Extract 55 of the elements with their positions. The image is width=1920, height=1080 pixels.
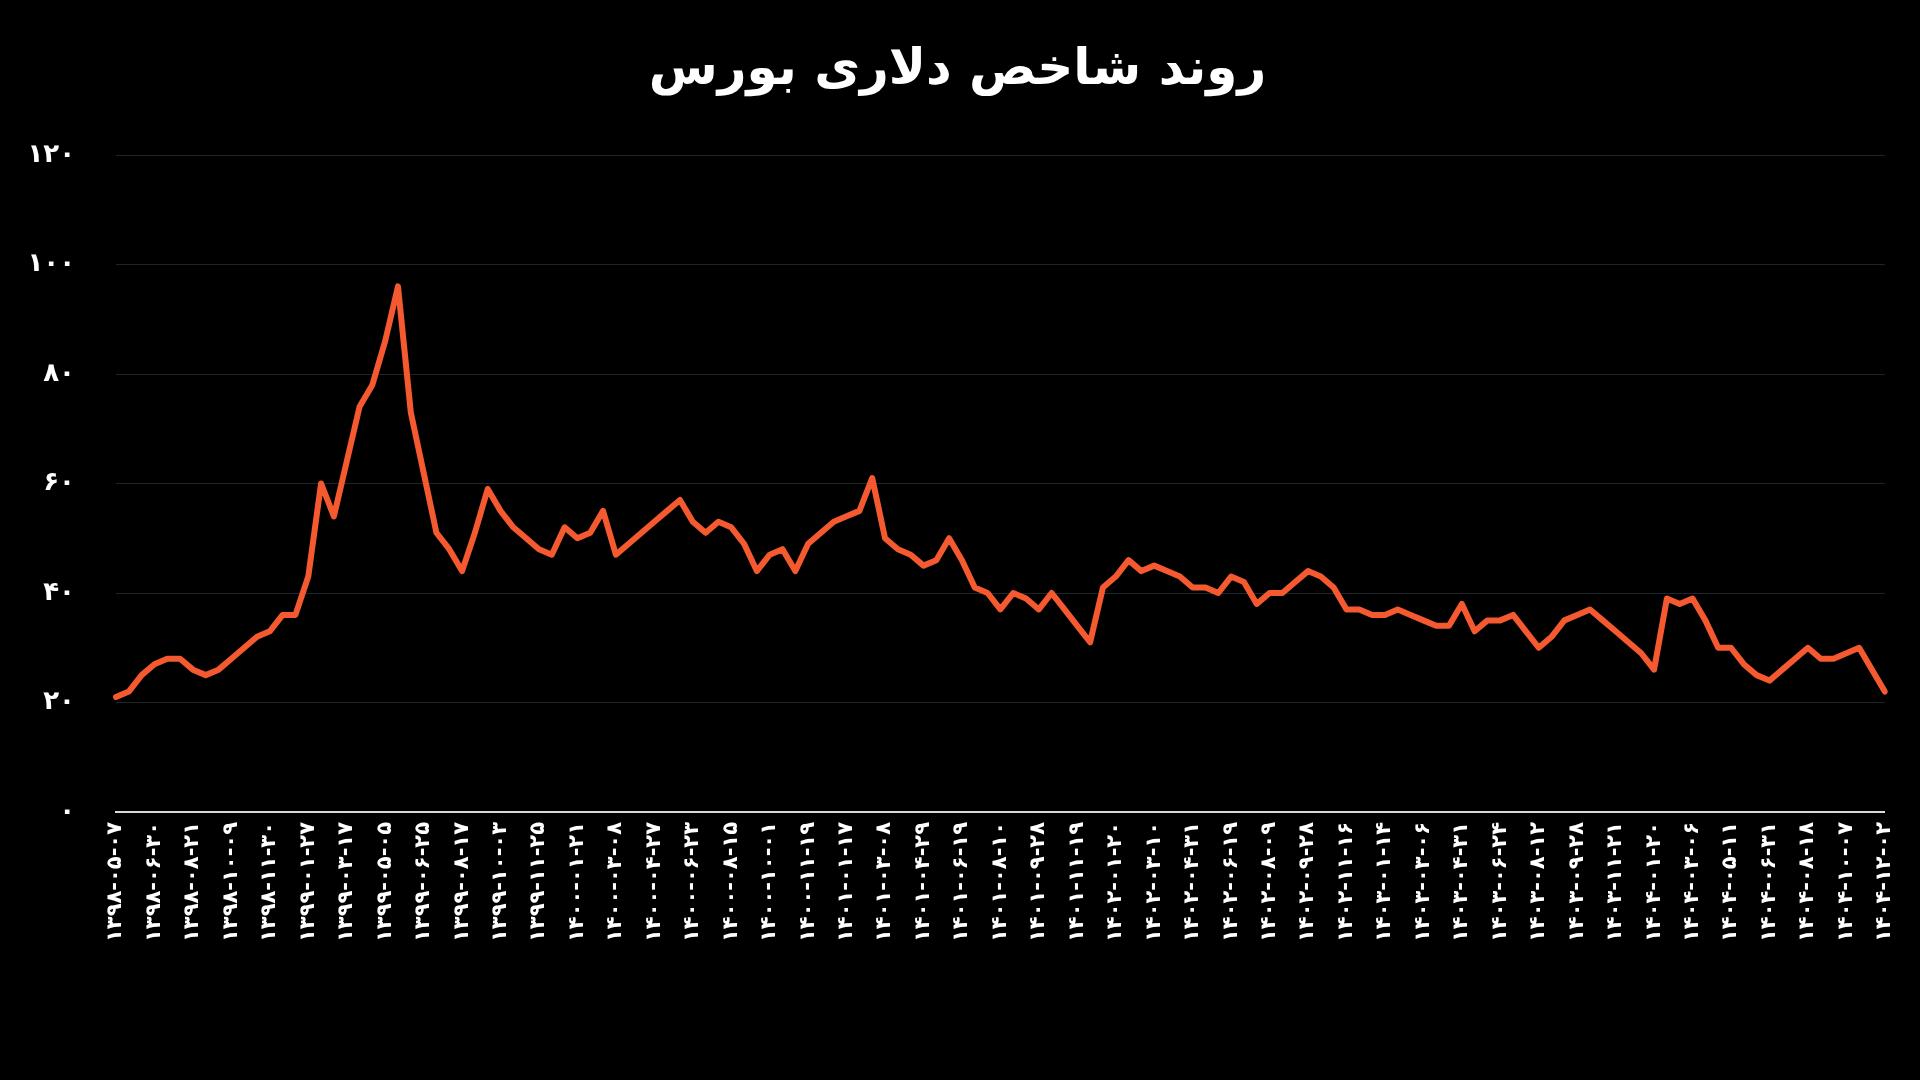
x-tick-label: ۱۴۰۲-۰۳-۱۰: [1140, 822, 1165, 942]
x-tick-label: ۱۴۰۲-۰۸-۰۹: [1256, 821, 1281, 942]
x-tick-label: ۱۴۰۴-۰۵-۱۱: [1717, 822, 1742, 942]
x-tick-label: ۱۴۰۴-۱۲-۰۲: [1871, 821, 1896, 942]
x-tick-label: ۱۴۰۲-۱۱-۱۶: [1332, 822, 1357, 942]
x-tick-label: ۱۴۰۳-۰۸-۱۲: [1525, 821, 1550, 942]
x-tick-label: ۱۴۰۳-۰۴-۳۱: [1448, 822, 1473, 942]
y-tick-label: ۶۰: [43, 466, 75, 497]
x-tick-label: ۱۴۰۱-۰۸-۱۰: [986, 822, 1011, 942]
x-tick-label: ۱۴۰۴-۰۶-۳۱: [1755, 822, 1780, 942]
y-tick-label: ۲۰: [43, 685, 75, 716]
x-tick-label: ۱۴۰۱-۰۱-۱۷: [833, 821, 858, 942]
y-tick-label: ۸۰: [43, 356, 75, 387]
x-tick-label: ۱۳۹۹-۰۱-۲۷: [294, 821, 319, 942]
x-tick-label: ۱۴۰۴-۱۰-۰۷: [1832, 821, 1857, 942]
x-tick-label: ۱۳۹۹-۱۱-۲۵: [525, 821, 550, 942]
x-tick-label: ۱۴۰۲-۰۴-۳۱: [1179, 822, 1204, 942]
x-tick-label: ۱۴۰۱-۰۶-۱۹: [948, 821, 973, 942]
x-tick-label: ۱۳۹۹-۱۰-۰۳: [486, 821, 511, 942]
x-tick-label: ۱۴۰۲-۰۹-۲۸: [1294, 821, 1319, 942]
x-tick-label: ۱۴۰۰-۰۴-۲۷: [640, 821, 665, 942]
x-tick-label: ۱۴۰۲-۰۱-۲۰: [1102, 822, 1127, 942]
x-tick-label: ۱۳۹۸-۰۶-۳۰: [140, 822, 165, 942]
x-tick-label: ۱۴۰۰-۰۶-۲۳: [679, 821, 704, 942]
x-tick-label: ۱۳۹۸-۰۵-۰۷: [102, 821, 127, 942]
x-tick-label: ۱۴۰۳-۰۳-۰۶: [1409, 822, 1434, 942]
x-tick-label: ۱۴۰۲-۰۶-۱۹: [1217, 821, 1242, 942]
x-tick-label: ۱۳۹۹-۰۸-۱۷: [448, 821, 473, 942]
x-tick-label: ۱۴۰۰-۰۳-۰۸: [602, 821, 627, 942]
x-tick-label: ۱۴۰۴-۰۱-۲۰: [1640, 822, 1665, 942]
x-tick-label: ۱۴۰۴-۰۳-۰۶: [1678, 822, 1703, 942]
x-tick-label: ۱۳۹۸-۱۰-۰۹: [217, 821, 242, 942]
y-tick-label: ۱۰۰: [27, 247, 75, 278]
x-tick-label: ۱۴۰۱-۱۱-۱۹: [1063, 821, 1088, 942]
x-tick-label: ۱۴۰۳-۰۶-۲۴: [1486, 821, 1511, 942]
x-tick-label: ۱۳۹۹-۰۶-۲۵: [410, 821, 435, 942]
chart-title: روند شاخص دلاری بورس: [648, 37, 1267, 97]
x-tick-label: ۱۴۰۴-۰۸-۱۸: [1794, 821, 1819, 942]
x-tick-label: ۱۴۰۱-۰۹-۲۸: [1025, 821, 1050, 942]
x-tick-label: ۱۳۹۸-۱۱-۳۰: [256, 822, 281, 942]
x-tick-label: ۱۴۰۰-۰۱-۲۱: [563, 822, 588, 942]
x-tick-label: ۱۴۰۳-۰۹-۲۸: [1563, 821, 1588, 942]
x-tick-label: ۱۳۹۹-۰۳-۱۷: [333, 821, 358, 942]
x-tick-label: ۱۴۰۰-۱۰-۰۱: [756, 822, 781, 942]
x-tick-label: ۱۴۰۱-۰۳-۰۸: [871, 821, 896, 942]
y-tick-label: ۱۲۰: [27, 137, 75, 168]
y-tick-label: ۴۰: [43, 575, 75, 606]
x-tick-label: ۱۴۰۰-۰۸-۱۵: [717, 821, 742, 942]
x-tick-label: ۱۴۰۳-۰۱-۱۴: [1371, 821, 1396, 942]
x-tick-label: ۱۴۰۳-۱۱-۲۱: [1602, 822, 1627, 942]
y-tick-label: ۰: [59, 794, 75, 825]
x-tick-label: ۱۳۹۹-۰۵-۰۵: [371, 821, 396, 942]
x-tick-label: ۱۳۹۸-۰۸-۲۱: [179, 822, 204, 942]
x-tick-label: ۱۴۰۱-۰۴-۲۹: [909, 821, 934, 942]
x-tick-label: ۱۴۰۰-۱۱-۱۹: [794, 821, 819, 942]
